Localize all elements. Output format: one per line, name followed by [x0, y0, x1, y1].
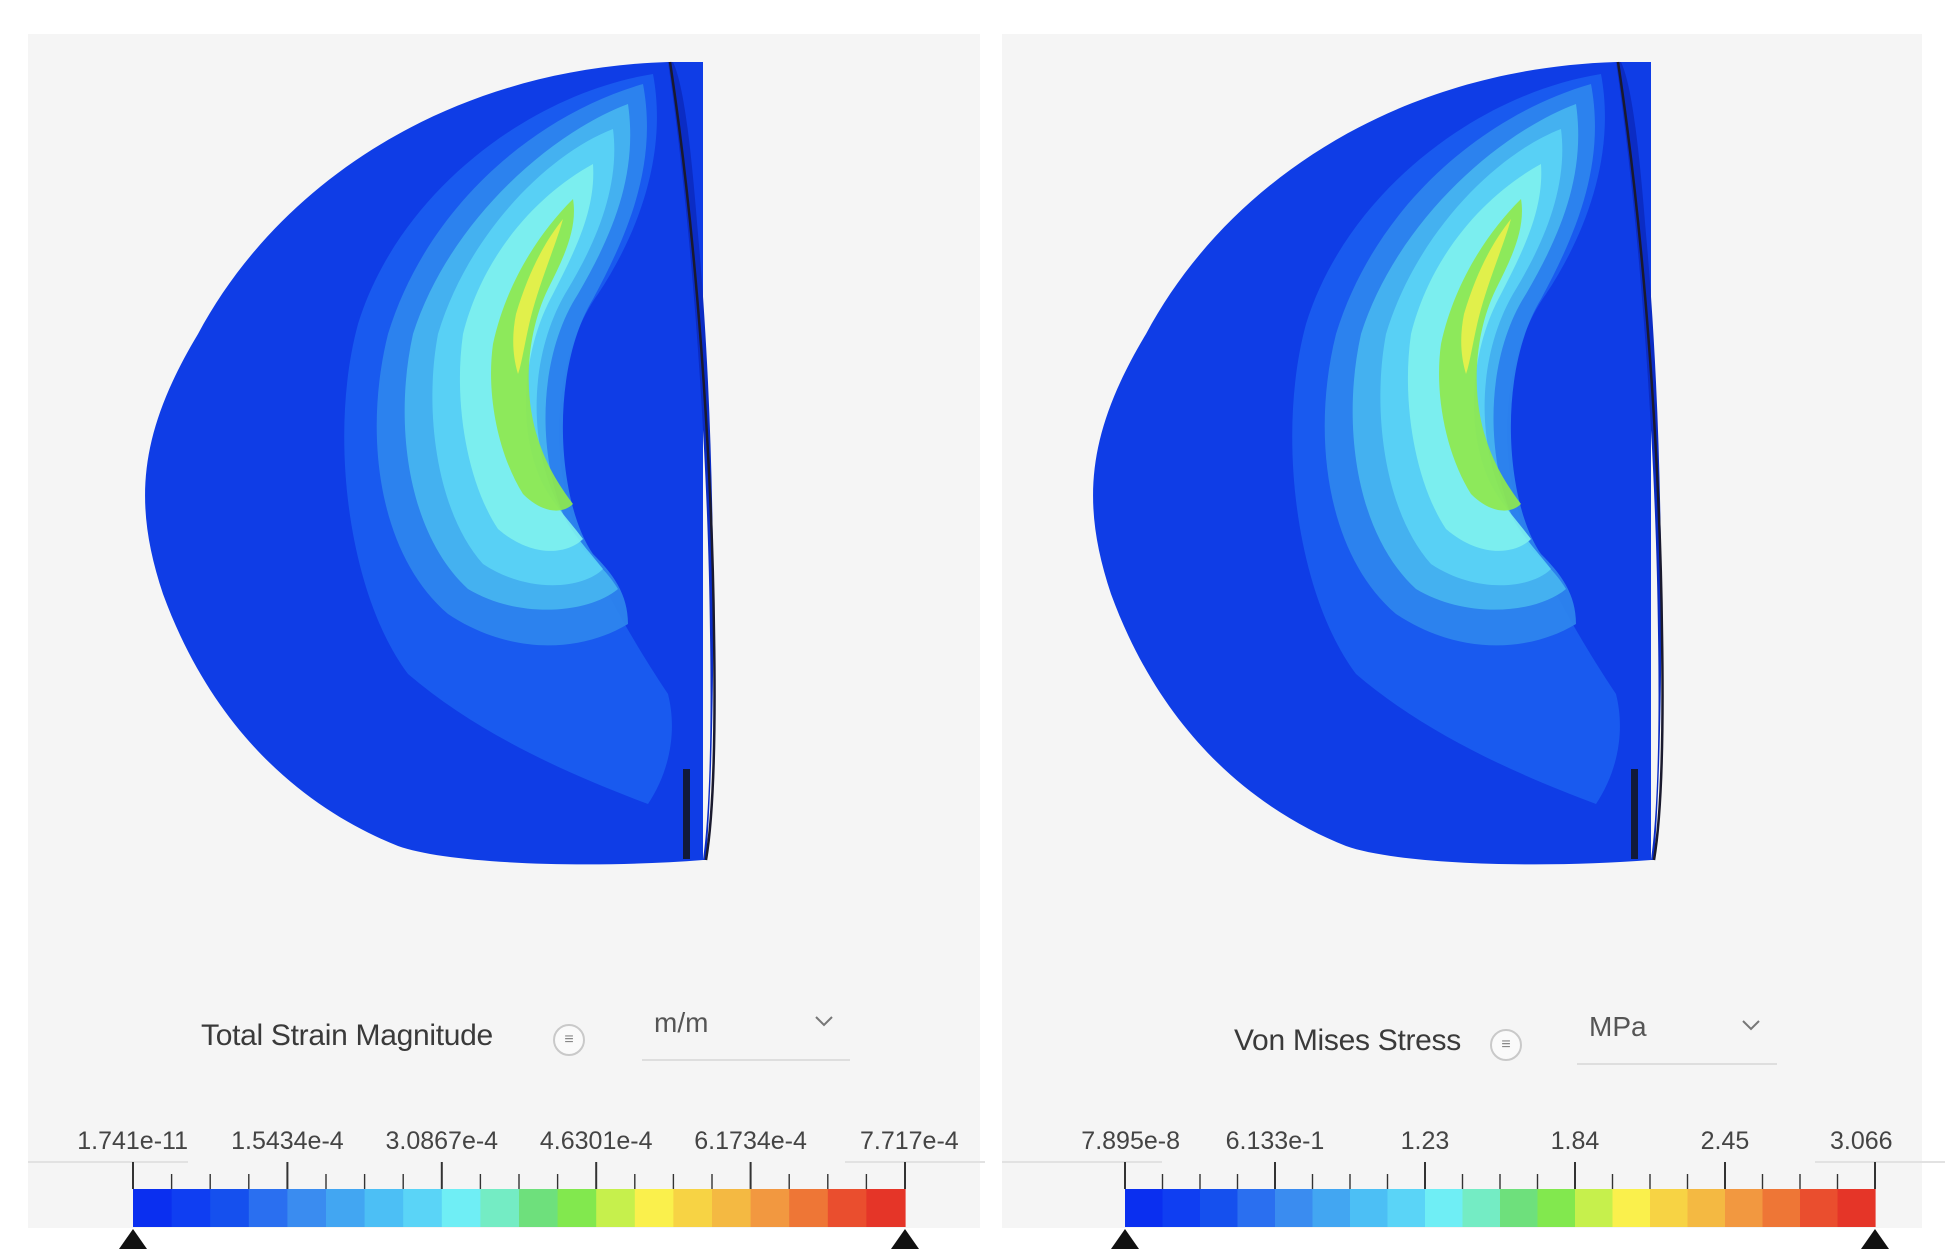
colorbar-segment — [1500, 1189, 1539, 1227]
colorbar-segment — [1837, 1189, 1876, 1227]
legend-header: Total Strain Magnitude ≡ m/m — [28, 979, 980, 1064]
colorbar-segment — [827, 1189, 867, 1227]
legend-menu-button[interactable]: ≡ — [553, 1024, 585, 1056]
max-range-handle[interactable] — [891, 1229, 919, 1249]
colorbar-segment — [1687, 1189, 1726, 1227]
tick-label: 3.066 — [1830, 1127, 1893, 1155]
colorbar-segment — [789, 1189, 829, 1227]
colorbar-segment — [1650, 1189, 1689, 1227]
model-viewport[interactable] — [1002, 34, 1922, 979]
contour-zone — [1439, 199, 1522, 511]
colorbar-segment — [1575, 1189, 1614, 1227]
tick-label: 7.717e-4 — [860, 1127, 959, 1155]
colorbar-segment — [210, 1189, 250, 1227]
colorbar-segment — [480, 1189, 520, 1227]
tick-label: 4.6301e-4 — [540, 1127, 653, 1155]
legend-header: Von Mises Stress ≡ MPa — [1002, 979, 1922, 1065]
result-panel-stress: Von Mises Stress ≡ MPa 7.895e-8 6.133e-1 1… — [1002, 34, 1945, 1249]
tick-label: 1.741e-11 — [77, 1127, 188, 1155]
colorbar-segment — [519, 1189, 559, 1227]
result-type-title: Total Strain Magnitude — [201, 1019, 493, 1052]
breast-model-plot — [1093, 61, 1664, 865]
colorbar-segment — [866, 1189, 906, 1227]
colorbar-segment — [750, 1189, 790, 1227]
color-legend: 1.741e-11 1.5434e-4 3.0867e-4 4.6301e-4 6.17… — [28, 1074, 985, 1249]
tick-label: 1.5434e-4 — [231, 1127, 344, 1155]
fixture-mark — [683, 769, 690, 859]
colorbar-segment — [1387, 1189, 1426, 1227]
colorbar-segment — [596, 1189, 636, 1227]
unit-dropdown[interactable]: m/m — [642, 1003, 850, 1061]
model-edge — [668, 61, 716, 861]
colorbar-segment — [133, 1189, 173, 1227]
breast-model-plot — [145, 61, 716, 865]
colorbar-segment — [1762, 1189, 1801, 1227]
colorbar-segment — [364, 1189, 404, 1227]
colorbar-segment — [248, 1189, 288, 1227]
colorbar-segment — [1537, 1189, 1576, 1227]
color-legend: 7.895e-8 6.133e-1 1.23 1.84 2.45 3.066 — [1002, 1074, 1945, 1249]
chevron-down-icon — [1742, 1020, 1760, 1031]
colorbar-segment — [403, 1189, 443, 1227]
min-range-handle[interactable] — [1111, 1229, 1139, 1249]
chevron-down-icon — [815, 1016, 833, 1027]
tick-label: 6.133e-1 — [1226, 1127, 1325, 1155]
colorbar-segment — [1425, 1189, 1464, 1227]
colorbar-segment — [1237, 1189, 1276, 1227]
color-scale: 1.741e-11 1.5434e-4 3.0867e-4 4.6301e-4 6.17… — [28, 1127, 985, 1249]
colorbar-segment — [287, 1189, 327, 1227]
colorbar-segment — [1612, 1189, 1651, 1227]
fixture-mark — [1631, 769, 1638, 859]
colorbar-segment — [1312, 1189, 1351, 1227]
model-viewport[interactable] — [28, 34, 980, 979]
result-panel-strain: Total Strain Magnitude ≡ m/m 1.741e-11 1.… — [28, 34, 985, 1249]
contour-zone — [491, 199, 574, 511]
tick-label: 7.895e-8 — [1081, 1127, 1180, 1155]
contour-zone — [513, 219, 563, 374]
colorbar-segment — [1350, 1189, 1389, 1227]
colorbar-segment — [1462, 1189, 1501, 1227]
tick-label: 1.23 — [1401, 1127, 1450, 1155]
colorbar-segment — [171, 1189, 211, 1227]
menu-icon: ≡ — [1501, 1036, 1511, 1053]
colorbar-segment — [673, 1189, 713, 1227]
colorbar-segment — [1275, 1189, 1314, 1227]
colorbar-segment — [557, 1189, 597, 1227]
colorbar-segment — [1162, 1189, 1201, 1227]
unit-dropdown[interactable]: MPa — [1577, 1007, 1777, 1065]
unit-value: MPa — [1589, 1011, 1647, 1042]
model-edge — [1616, 61, 1664, 861]
tick-label: 6.1734e-4 — [694, 1127, 807, 1155]
menu-icon: ≡ — [564, 1031, 574, 1048]
max-range-handle[interactable] — [1861, 1229, 1889, 1249]
colorbar-segment — [712, 1189, 752, 1227]
colorbar-segment — [1200, 1189, 1239, 1227]
unit-value: m/m — [654, 1007, 709, 1038]
colorbar-segment — [441, 1189, 481, 1227]
color-scale: 7.895e-8 6.133e-1 1.23 1.84 2.45 3.066 — [1002, 1127, 1945, 1249]
tick-label: 2.45 — [1701, 1127, 1750, 1155]
tick-label: 3.0867e-4 — [385, 1127, 498, 1155]
colorbar-segment — [1125, 1189, 1164, 1227]
colorbar-segment — [1725, 1189, 1764, 1227]
tick-label: 1.84 — [1551, 1127, 1600, 1155]
colorbar-segment — [326, 1189, 366, 1227]
contour-zone — [1461, 219, 1511, 374]
colorbar-segment — [1800, 1189, 1839, 1227]
result-type-title: Von Mises Stress — [1234, 1024, 1461, 1057]
min-range-handle[interactable] — [119, 1229, 147, 1249]
legend-menu-button[interactable]: ≡ — [1490, 1029, 1522, 1061]
colorbar-segment — [634, 1189, 674, 1227]
